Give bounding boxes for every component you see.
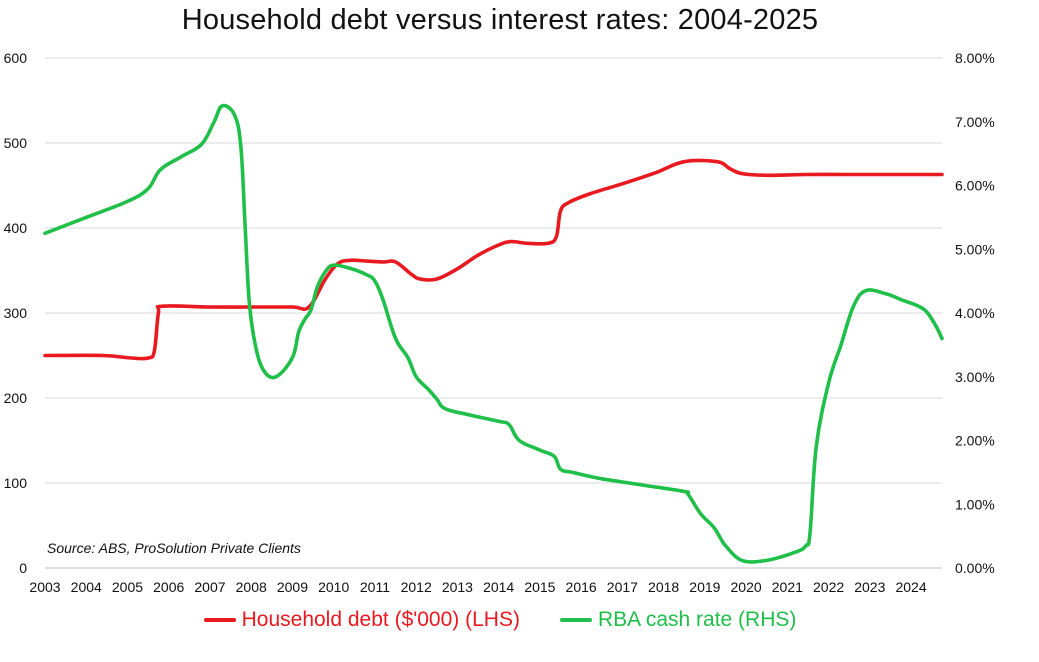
left-tick-label: 100 xyxy=(4,475,28,491)
x-tick-label: 2008 xyxy=(236,579,267,595)
right-tick-label: 1.00% xyxy=(955,496,995,512)
right-tick-label: 4.00% xyxy=(955,305,995,321)
left-tick-label: 200 xyxy=(4,390,28,406)
x-axis-ticks: 2003 2004 2005 2006 2007 2008 2009 2010 2011 2012… xyxy=(29,579,926,595)
x-tick-label: 2010 xyxy=(318,579,349,595)
x-tick-label: 2006 xyxy=(153,579,184,595)
x-tick-label: 2009 xyxy=(277,579,308,595)
gridlines xyxy=(45,57,942,569)
x-tick-label: 2019 xyxy=(689,579,720,595)
legend-swatch-household-debt xyxy=(203,618,236,622)
x-tick-label: 2022 xyxy=(813,579,844,595)
x-tick-label: 2016 xyxy=(566,579,597,595)
x-tick-label: 2021 xyxy=(772,579,803,595)
x-tick-label: 2014 xyxy=(483,579,514,595)
right-tick-label: 8.00% xyxy=(955,50,995,66)
left-tick-label: 300 xyxy=(4,305,28,321)
legend-swatch-rba-cash-rate xyxy=(559,618,592,622)
x-tick-label: 2003 xyxy=(29,579,60,595)
x-tick-label: 2013 xyxy=(442,579,473,595)
right-tick-label: 3.00% xyxy=(955,369,995,385)
legend-label-household-debt: Household debt ($'000) (LHS) xyxy=(241,608,520,631)
x-tick-label: 2017 xyxy=(607,579,638,595)
x-tick-label: 2005 xyxy=(112,579,143,595)
right-tick-label: 6.00% xyxy=(955,178,995,194)
legend: Household debt ($'000) (LHS) RBA cash ra… xyxy=(0,608,1000,632)
x-tick-label: 2020 xyxy=(731,579,762,595)
chart-plot: 0 100 200 300 400 500 600 0.00% 1.00% 2.00% 3.00%… xyxy=(4,50,995,595)
x-tick-label: 2004 xyxy=(71,579,102,595)
right-tick-label: 0.00% xyxy=(955,560,995,576)
x-tick-label: 2024 xyxy=(895,579,926,595)
series-line-rba-cash-rate xyxy=(43,103,944,564)
left-tick-label: 600 xyxy=(4,50,28,66)
left-tick-label: 400 xyxy=(4,220,28,236)
legend-label-rba-cash-rate: RBA cash rate (RHS) xyxy=(597,608,797,631)
x-tick-label: 2023 xyxy=(854,579,885,595)
right-axis-ticks: 0.00% 1.00% 2.00% 3.00% 4.00% 5.00% 6.00% 7.00%… xyxy=(955,50,995,576)
legend-item-household-debt: Household debt ($'000) (LHS) xyxy=(203,608,520,632)
series-lines xyxy=(43,103,944,564)
x-tick-label: 2011 xyxy=(360,579,390,595)
x-tick-label: 2007 xyxy=(194,579,225,595)
right-tick-label: 7.00% xyxy=(955,114,995,130)
left-tick-label: 0 xyxy=(19,560,27,576)
series-line-household-debt xyxy=(43,158,944,361)
chart-title: Household debt versus interest rates: 20… xyxy=(181,4,819,36)
x-tick-label: 2018 xyxy=(648,579,679,595)
legend-item-rba-cash-rate: RBA cash rate (RHS) xyxy=(559,608,797,632)
right-tick-label: 5.00% xyxy=(955,241,995,257)
x-tick-label: 2012 xyxy=(401,579,432,595)
right-tick-label: 2.00% xyxy=(955,433,995,449)
x-tick-label: 2015 xyxy=(524,579,555,595)
left-tick-label: 500 xyxy=(4,135,28,151)
left-axis-ticks: 0 100 200 300 400 500 600 xyxy=(4,50,28,576)
source-note: Source: ABS, ProSolution Private Clients xyxy=(47,540,301,556)
